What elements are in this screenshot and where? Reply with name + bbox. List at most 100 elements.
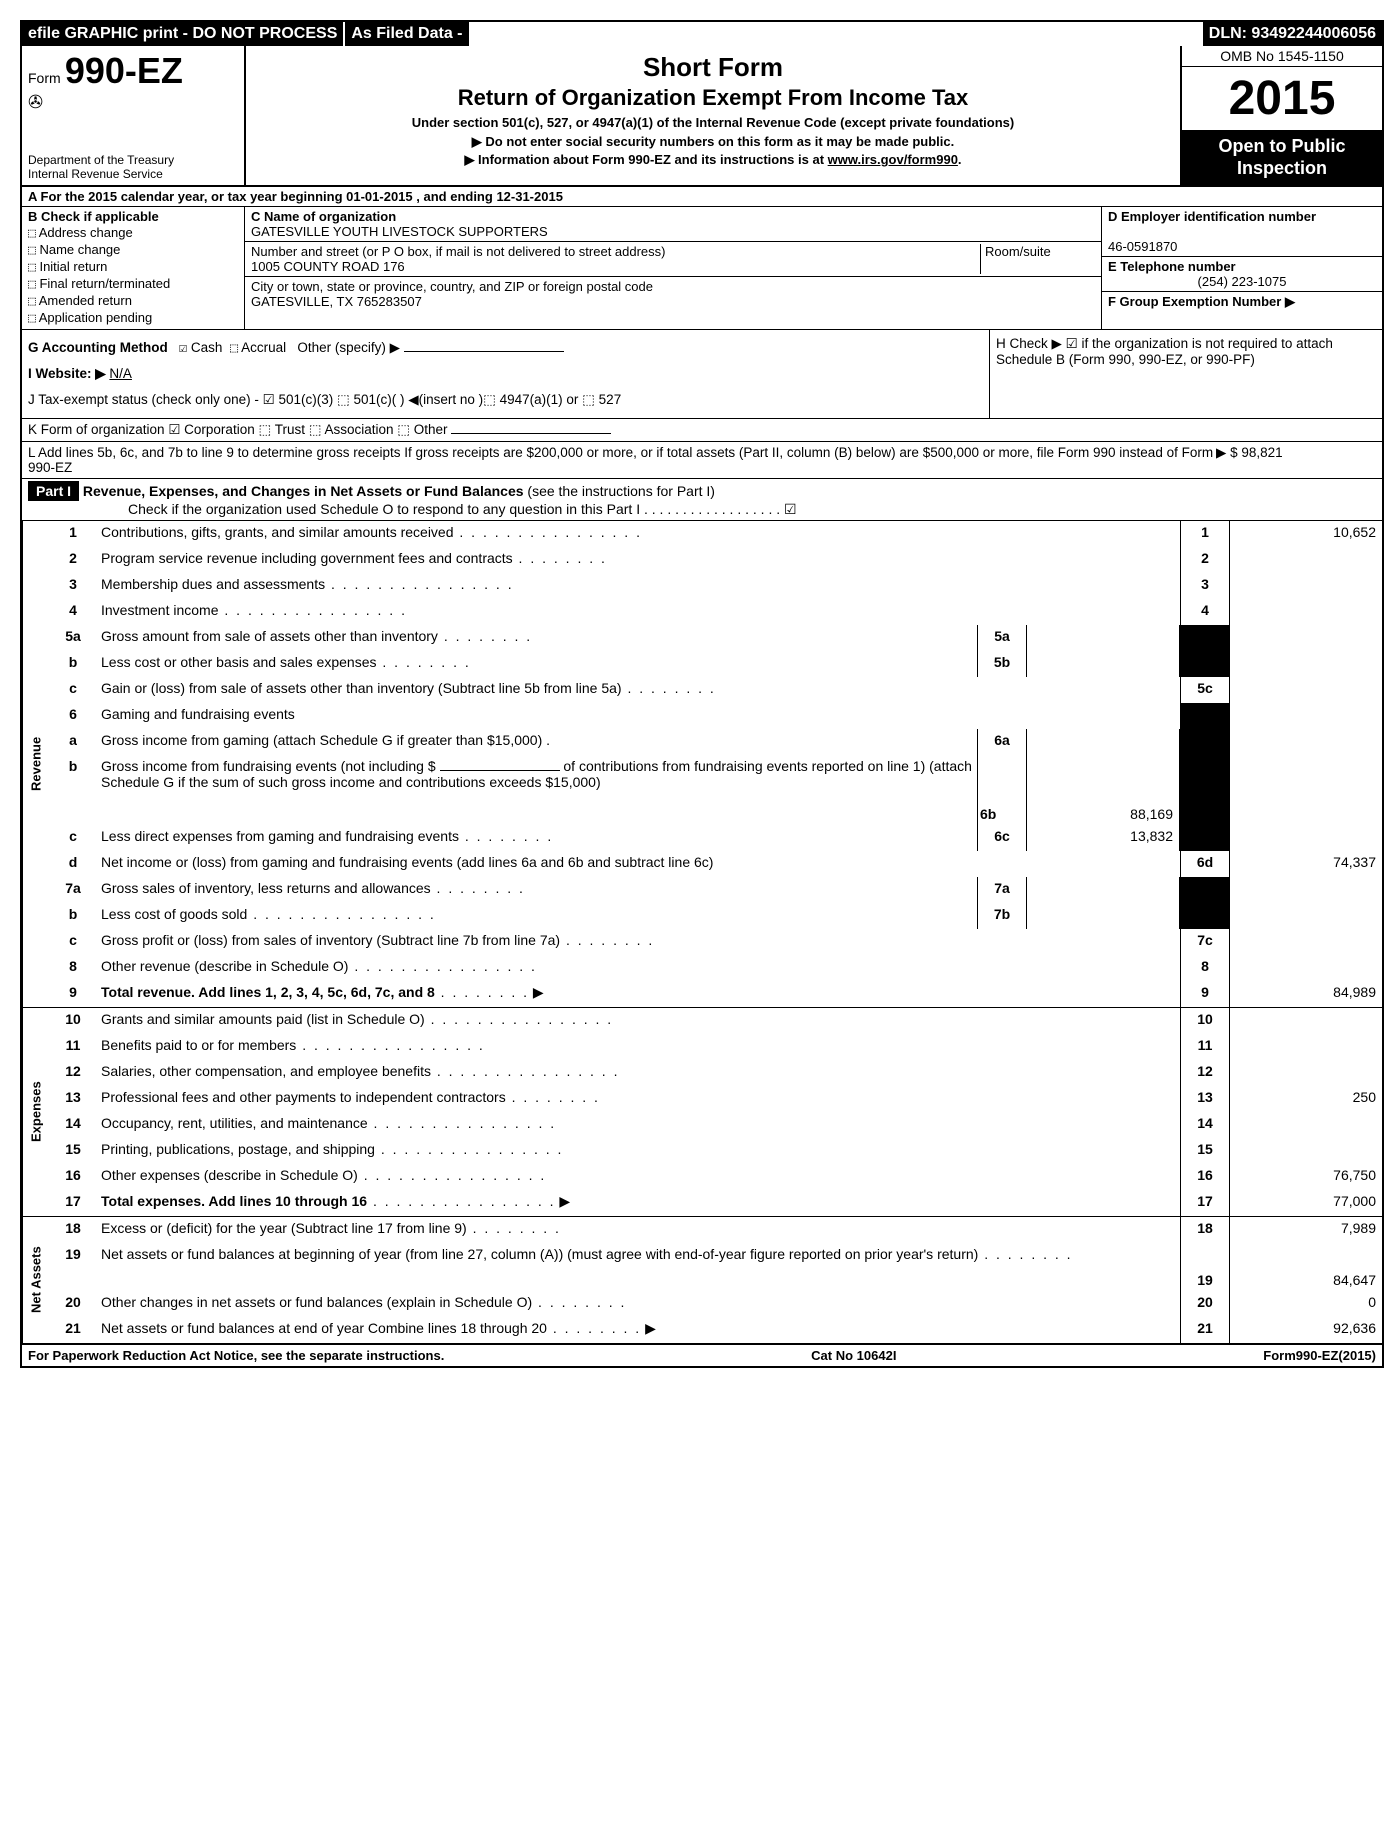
line-19-value: 84,647	[1230, 1243, 1382, 1291]
header-row: Form 990-EZ ✇ Department of the Treasury…	[22, 46, 1382, 187]
line-15: 15 Printing, publications, postage, and …	[49, 1138, 1382, 1164]
revenue-label: Revenue	[22, 521, 49, 1007]
omb-number: OMB No 1545-1150	[1182, 46, 1382, 67]
org-info-row: B Check if applicable ⬚ Address change ⬚…	[22, 207, 1382, 330]
subtitle: Under section 501(c), 527, or 4947(a)(1)…	[254, 115, 1172, 130]
line-12: 12 Salaries, other compensation, and emp…	[49, 1060, 1382, 1086]
line-7b: b Less cost of goods sold 7b	[49, 903, 1382, 929]
line-2: 2 Program service revenue including gove…	[49, 547, 1382, 573]
line-20: 20 Other changes in net assets or fund b…	[49, 1291, 1382, 1317]
section-b: B Check if applicable ⬚ Address change ⬚…	[22, 207, 245, 329]
section-g: G Accounting Method ☑ Cash ⬚ Accrual Oth…	[22, 330, 990, 418]
line-5c: c Gain or (loss) from sale of assets oth…	[49, 677, 1382, 703]
part-i-instr: (see the instructions for Part I)	[527, 483, 715, 499]
line-21-value: 92,636	[1230, 1317, 1382, 1343]
line-1-value: 10,652	[1230, 521, 1382, 547]
line-6d: d Net income or (loss) from gaming and f…	[49, 851, 1382, 877]
line-10: 10 Grants and similar amounts paid (list…	[49, 1008, 1382, 1034]
form-id-block: Form 990-EZ ✇ Department of the Treasury…	[22, 46, 246, 185]
line-13: 13 Professional fees and other payments …	[49, 1086, 1382, 1112]
line-6b: b Gross income from fundraising events (…	[49, 755, 1382, 825]
total-revenue: 84,989	[1230, 981, 1382, 1007]
part-i-check: Check if the organization used Schedule …	[28, 501, 1376, 518]
group-exemption-label: F Group Exemption Number ▶	[1108, 294, 1295, 309]
section-l-text: L Add lines 5b, 6c, and 7b to line 9 to …	[28, 445, 1216, 475]
line-5a: 5a Gross amount from sale of assets othe…	[49, 625, 1382, 651]
dept-irs: Internal Revenue Service	[28, 167, 238, 181]
line-9: 9 Total revenue. Add lines 1, 2, 3, 4, 5…	[49, 981, 1382, 1007]
cb-accrual: Accrual	[241, 340, 286, 355]
line-20-value: 0	[1230, 1291, 1382, 1317]
part-i-label: Part I	[28, 481, 79, 501]
form-990ez: efile GRAPHIC print - DO NOT PROCESS As …	[20, 20, 1384, 1368]
efile-notice: efile GRAPHIC print - DO NOT PROCESS	[22, 22, 345, 46]
cb-cash: Cash	[191, 340, 223, 355]
section-l: L Add lines 5b, 6c, and 7b to line 9 to …	[22, 442, 1382, 479]
line-7c: c Gross profit or (loss) from sales of i…	[49, 929, 1382, 955]
line-5b: b Less cost or other basis and sales exp…	[49, 651, 1382, 677]
line-19: 19 Net assets or fund balances at beginn…	[49, 1243, 1382, 1291]
form-prefix: Form	[28, 70, 61, 86]
open-inspection: Open to PublicInspection	[1182, 130, 1382, 185]
irs-link[interactable]: www.irs.gov/form990	[828, 152, 958, 167]
ein-label: D Employer identification number	[1108, 209, 1316, 224]
line-11: 11 Benefits paid to or for members 11	[49, 1034, 1382, 1060]
top-bar: efile GRAPHIC print - DO NOT PROCESS As …	[22, 22, 1382, 46]
line-14: 14 Occupancy, rent, utilities, and maint…	[49, 1112, 1382, 1138]
line-4: 4 Investment income 4	[49, 599, 1382, 625]
line-6a: a Gross income from gaming (attach Sched…	[49, 729, 1382, 755]
line-6c-value: 13,832	[1027, 825, 1180, 851]
section-k: K Form of organization ☑ Corporation ⬚ T…	[22, 419, 1382, 442]
dept-treasury: Department of the Treasury	[28, 153, 238, 167]
cb-name-change: ⬚ Name change	[28, 242, 238, 258]
form-footer-label: Form990-EZ(2015)	[1263, 1348, 1376, 1363]
tax-year-end: 12-31-2015	[496, 189, 563, 204]
cb-final-return: ⬚ Final return/terminated	[28, 276, 238, 292]
part-i-title: Revenue, Expenses, and Changes in Net As…	[83, 483, 524, 499]
section-def: D Employer identification number 46-0591…	[1101, 207, 1382, 329]
footer: For Paperwork Reduction Act Notice, see …	[22, 1345, 1382, 1366]
expenses-label: Expenses	[22, 1008, 49, 1216]
line-18-value: 7,989	[1230, 1217, 1382, 1243]
section-h: H Check ▶ ☑ if the organization is not r…	[990, 330, 1382, 418]
cb-amended-return: ⬚ Amended return	[28, 293, 238, 309]
org-address: 1005 COUNTY ROAD 176	[251, 259, 405, 274]
cat-no: Cat No 10642I	[811, 1348, 896, 1363]
website-value: N/A	[109, 366, 132, 381]
section-a: A For the 2015 calendar year, or tax yea…	[22, 187, 1382, 207]
line-18: 18 Excess or (deficit) for the year (Sub…	[49, 1217, 1382, 1243]
line-3: 3 Membership dues and assessments 3	[49, 573, 1382, 599]
line-17: 17 Total expenses. Add lines 10 through …	[49, 1190, 1382, 1216]
main-title: Return of Organization Exempt From Incom…	[254, 85, 1172, 111]
line-7a: 7a Gross sales of inventory, less return…	[49, 877, 1382, 903]
part-i-header: Part I Revenue, Expenses, and Changes in…	[22, 479, 1382, 521]
net-assets-section: Net Assets 18 Excess or (deficit) for th…	[22, 1217, 1382, 1345]
room-suite-label: Room/suite	[980, 244, 1095, 274]
addr-label: Number and street (or P O box, if mail i…	[251, 244, 666, 259]
line-6d-value: 74,337	[1230, 851, 1382, 877]
short-form-title: Short Form	[254, 52, 1172, 83]
as-filed: As Filed Data -	[345, 22, 470, 46]
gross-receipts: ▶ $ 98,821	[1216, 445, 1376, 475]
section-c: C Name of organization GATESVILLE YOUTH …	[245, 207, 1101, 329]
net-assets-label: Net Assets	[22, 1217, 49, 1343]
org-name-label: C Name of organization	[251, 209, 396, 224]
year-block: OMB No 1545-1150 2015 Open to PublicInsp…	[1180, 46, 1382, 185]
line-1: 1 Contributions, gifts, grants, and simi…	[49, 521, 1382, 547]
cb-address-change: ⬚ Address change	[28, 225, 238, 241]
section-j: J Tax-exempt status (check only one) - ☑…	[28, 392, 983, 408]
line-13-value: 250	[1230, 1086, 1382, 1112]
line-8: 8 Other revenue (describe in Schedule O)…	[49, 955, 1382, 981]
accounting-method-label: G Accounting Method	[28, 340, 168, 355]
line-6b-value: 88,169	[1027, 755, 1180, 825]
section-b-label: B Check if applicable	[28, 209, 238, 224]
org-city: GATESVILLE, TX 765283507	[251, 294, 422, 309]
line-16: 16 Other expenses (describe in Schedule …	[49, 1164, 1382, 1190]
title-block: Short Form Return of Organization Exempt…	[246, 46, 1180, 185]
revenue-section: Revenue 1 Contributions, gifts, grants, …	[22, 521, 1382, 1008]
cb-initial-return: ⬚ Initial return	[28, 259, 238, 275]
phone-label: E Telephone number	[1108, 259, 1236, 274]
line-21: 21 Net assets or fund balances at end of…	[49, 1317, 1382, 1343]
dln: DLN: 93492244006056	[1203, 22, 1382, 46]
cb-application-pending: ⬚ Application pending	[28, 310, 238, 326]
